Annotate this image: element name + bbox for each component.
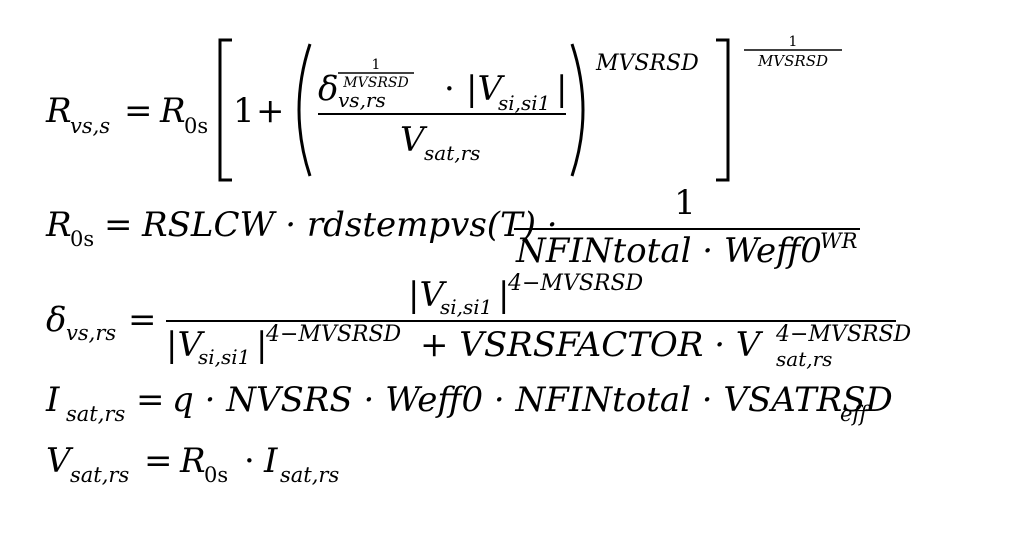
eq1-r0-sub: 0s (184, 114, 208, 138)
eq1-bracket-exp-num: 1 (789, 34, 798, 50)
eq1-right-paren (570, 43, 585, 177)
eq1-delta-sub: vs,rs (338, 88, 386, 112)
eq4-lhs: I (45, 380, 60, 420)
eq3-lhs: δ (46, 300, 66, 340)
eq5-r0: R (179, 441, 206, 481)
eq2-frac-den-sup: WR (820, 229, 858, 253)
eq5-lhs-sub: sat,rs (70, 463, 129, 487)
eq3-den-v2-sub: sat,rs (776, 347, 832, 371)
eq5-equals: = (144, 441, 173, 481)
eq1-lhs-sub: vs,s (70, 114, 110, 138)
eq2-lhs-sub: 0s (70, 227, 94, 251)
eq5-i: I (263, 441, 278, 481)
eq1-lhs: R (45, 91, 72, 131)
eq1-den-v: V (400, 120, 428, 160)
eq4-rhs: q · NVSRS · Weff0 · NFINtotal · VSATRSD (172, 380, 893, 420)
eq5-i-sub: sat,rs (280, 463, 339, 487)
eq3-den-sup: 4−MVSRSD (265, 322, 402, 347)
eq5-lhs: V (46, 441, 74, 481)
eq1-equals: = (124, 91, 153, 131)
eq5-dot: · (244, 441, 255, 481)
eq3-den-v-close: | (256, 325, 267, 365)
eq5-r0-sub: 0s (204, 463, 228, 487)
eq2-frac-den: NFINtotal · Weff0 (515, 231, 822, 271)
eq2-frac-num: 1 (674, 183, 696, 223)
eq3-den-v-sub: si,si1 (198, 345, 250, 369)
equation-1: R vs,s = R 0s 1 + δ vs,rs 1 MVSRSD · (45, 34, 842, 182)
eq3-num-v-close: | (498, 275, 509, 315)
eq3-num-v: |V (408, 275, 447, 315)
eq3-lhs-sub: vs,rs (66, 321, 116, 345)
eq1-delta-exp-num: 1 (372, 57, 381, 73)
eq4-equals: = (136, 380, 165, 420)
eq2-rhs: RSLCW · rdstempvs(T) · (141, 205, 558, 245)
eq1-abs-v: |V (466, 69, 505, 109)
eq1-abs-close: | (556, 69, 567, 109)
eq1-paren-exp: MVSRSD (595, 51, 699, 76)
eq3-den-v: |V (166, 325, 205, 365)
eq4-lhs-sub: sat,rs (66, 402, 125, 426)
eq1-den-v-sub: sat,rs (424, 141, 480, 165)
eq2-equals: = (104, 205, 133, 245)
equation-3: δ vs,rs = |V si,si1 | 4−MVSRSD |V si,si1… (46, 271, 912, 371)
eq1-left-paren (297, 43, 312, 177)
equation-2: R 0s = RSLCW · rdstempvs(T) · 1 NFINtota… (45, 183, 860, 271)
equation-4: I sat,rs = q · NVSRS · Weff0 · NFINtotal… (45, 380, 893, 426)
eq3-num-v-sub: si,si1 (440, 295, 492, 319)
eq1-delta: δ (318, 69, 338, 109)
eq3-den-v2-sup: 4−MVSRSD (775, 322, 912, 347)
eq3-den-plus: + VSRSFACTOR · V (420, 325, 764, 365)
eq3-equals: = (128, 300, 157, 340)
eq3-num-sup: 4−MVSRSD (507, 271, 644, 296)
eq1-bracket-exp-den: MVSRSD (757, 52, 828, 70)
eq1-delta-exp-den: MVSRSD (342, 75, 408, 91)
eq1-one: 1 (233, 91, 255, 131)
eq1-right-bracket (716, 38, 730, 182)
eq1-left-bracket (218, 38, 232, 182)
eq1-r0: R (159, 91, 186, 131)
eq1-abs-v-sub: si,si1 (498, 91, 550, 115)
equation-5: V sat,rs = R 0s · I sat,rs (46, 441, 339, 487)
eq1-dot: · (444, 69, 455, 109)
eq1-plus: + (256, 91, 285, 131)
eq2-lhs: R (45, 205, 72, 245)
eq4-rhs-sub: eff (840, 402, 870, 426)
